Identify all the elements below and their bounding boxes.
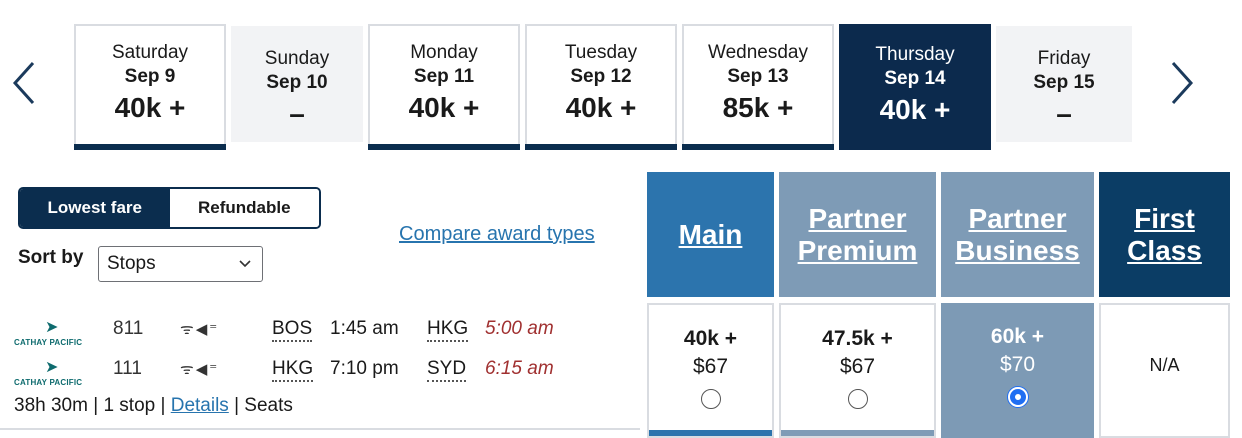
date-price: – <box>289 98 305 129</box>
origin-airport[interactable]: HKG <box>272 358 314 382</box>
chevron-left-icon <box>12 61 35 105</box>
cabin-label: Partner <box>968 202 1067 234</box>
date-price: 40k + <box>565 92 637 123</box>
flight-summary: 38h 30m | 1 stop | Details | Seats <box>14 395 293 417</box>
fare-radio-selected[interactable] <box>1007 387 1028 407</box>
price-fee: $67 <box>839 355 876 378</box>
details-link[interactable]: Details <box>170 395 229 416</box>
price-miles: 47.5k + <box>822 327 893 350</box>
date-price: 85k + <box>722 92 794 123</box>
sort-label: Sort by <box>18 247 84 268</box>
price-fee: $70 <box>999 353 1036 376</box>
cabin-label: Partner <box>808 202 907 234</box>
date-tile-thu[interactable]: Thursday Sep 14 40k + <box>839 24 991 150</box>
date-tile-mon[interactable]: Monday Sep 11 40k + <box>368 24 520 150</box>
price-fee: $67 <box>692 355 729 378</box>
price-cell-partner-premium[interactable]: 47.5k + $67 <box>779 303 936 438</box>
duration: 38h 30m <box>14 395 88 416</box>
date-day: Friday <box>1037 48 1091 69</box>
compare-award-types-link[interactable]: Compare award types <box>399 223 595 245</box>
date-date: Sep 10 <box>266 72 328 93</box>
departure-time: 1:45 am <box>330 318 399 339</box>
origin-airport[interactable]: BOS <box>272 318 313 342</box>
fare-type-toggle: Lowest fare Refundable <box>18 187 321 229</box>
cabin-partner-premium[interactable]: Partner Premium <box>779 172 936 297</box>
date-day: Thursday <box>875 44 955 65</box>
date-date: Sep 12 <box>570 66 632 87</box>
amenities: ᯤ◀⁼ <box>180 319 219 339</box>
separator: | <box>228 395 245 416</box>
wifi-icon: ᯤ <box>180 361 196 378</box>
cabin-label: Main <box>678 218 743 250</box>
flight-number: 811 <box>113 318 144 339</box>
date-tile-fri[interactable]: Friday Sep 15 – <box>996 26 1132 142</box>
flight-number: 111 <box>113 358 142 379</box>
cell-accent-bar <box>781 430 934 436</box>
prev-dates-button[interactable] <box>4 55 44 111</box>
airline-mark-icon: ➤ <box>45 359 59 376</box>
row-divider <box>0 428 640 430</box>
chevron-down-icon <box>239 260 251 268</box>
refundable-tab[interactable]: Refundable <box>169 189 319 227</box>
price-unavailable: N/A <box>1149 355 1180 375</box>
cabin-main[interactable]: Main <box>647 172 774 297</box>
separator: | <box>160 395 171 416</box>
airline-logo: ➤ CATHAY PACIFIC <box>14 318 94 348</box>
date-date: Sep 15 <box>1033 72 1095 93</box>
date-day: Sunday <box>264 48 330 69</box>
amenities: ᯤ◀⁼ <box>180 359 219 379</box>
price-miles: 60k + <box>990 325 1045 348</box>
destination-airport[interactable]: HKG <box>427 318 469 342</box>
cabin-first-class[interactable]: First Class <box>1099 172 1230 297</box>
airline-name: CATHAY PACIFIC <box>14 378 83 387</box>
date-tile-sat[interactable]: Saturday Sep 9 40k + <box>74 24 226 150</box>
fare-radio[interactable] <box>700 389 721 409</box>
cabin-label: First <box>1134 202 1195 234</box>
date-day: Saturday <box>111 42 189 63</box>
separator: | <box>93 395 104 416</box>
wifi-icon: ᯤ <box>180 321 196 338</box>
date-date: Sep 14 <box>884 68 946 89</box>
cabin-label: Class <box>1127 234 1202 266</box>
price-cell-main[interactable]: 40k + $67 <box>647 303 774 438</box>
date-date: Sep 11 <box>413 66 475 87</box>
airline-logo: ➤ CATHAY PACIFIC <box>14 358 94 388</box>
date-day: Wednesday <box>708 42 808 63</box>
arrival-time: 5:00 am <box>485 318 554 339</box>
date-date: Sep 13 <box>727 66 789 87</box>
airline-name: CATHAY PACIFIC <box>14 338 83 347</box>
destination-airport[interactable]: SYD <box>427 358 467 382</box>
date-day: Tuesday <box>564 42 638 63</box>
cabin-label: Business <box>955 234 1080 266</box>
stops: 1 stop <box>103 395 156 416</box>
date-tile-tue[interactable]: Tuesday Sep 12 40k + <box>525 24 677 150</box>
date-price: – <box>1056 98 1072 129</box>
fare-radio[interactable] <box>847 389 868 409</box>
price-cell-first-class: N/A <box>1099 303 1230 438</box>
cell-accent-bar <box>649 430 772 436</box>
date-price: 40k + <box>114 92 186 123</box>
date-tile-wed[interactable]: Wednesday Sep 13 85k + <box>682 24 834 150</box>
cabin-label: Premium <box>797 234 918 266</box>
date-price: 40k + <box>879 94 951 125</box>
power-icon: ◀⁼ <box>195 321 220 338</box>
sort-select[interactable]: Stops <box>98 246 263 282</box>
date-day: Monday <box>410 42 478 63</box>
cabin-partner-business[interactable]: Partner Business <box>941 172 1094 297</box>
price-cell-partner-business[interactable]: 60k + $70 <box>941 303 1094 438</box>
date-tile-sun[interactable]: Sunday Sep 10 – <box>231 26 363 142</box>
date-price: 40k + <box>408 92 480 123</box>
lowest-fare-tab[interactable]: Lowest fare <box>20 189 170 227</box>
chevron-right-icon <box>1171 61 1194 105</box>
departure-time: 7:10 pm <box>330 358 399 379</box>
airline-mark-icon: ➤ <box>45 319 59 336</box>
arrival-time: 6:15 am <box>485 358 554 379</box>
date-date: Sep 9 <box>124 66 176 87</box>
sort-value: Stops <box>107 253 156 274</box>
power-icon: ◀⁼ <box>195 361 220 378</box>
next-dates-button[interactable] <box>1162 55 1202 111</box>
seats-link[interactable]: Seats <box>244 395 293 416</box>
price-miles: 40k + <box>683 327 738 350</box>
